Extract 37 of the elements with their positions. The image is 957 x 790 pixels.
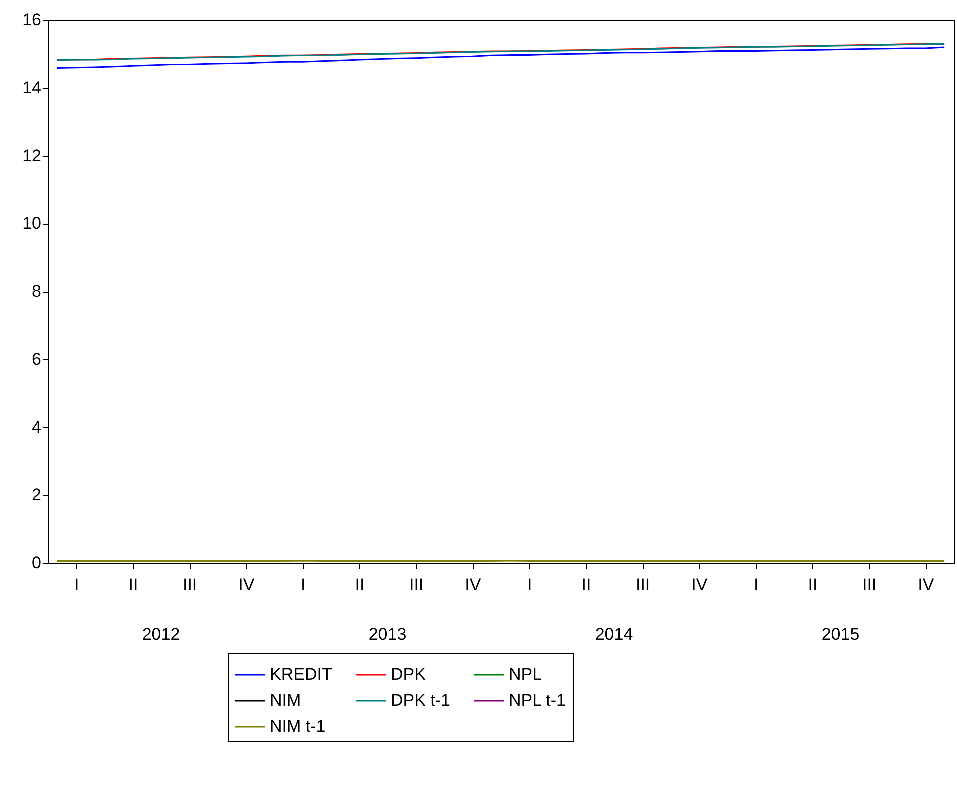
x-tick-label: II	[582, 576, 592, 594]
text: 2013	[368, 625, 407, 644]
x-tick-label: III	[636, 576, 650, 594]
legend-label: KREDIT	[270, 665, 332, 684]
text: 2014	[595, 625, 634, 644]
x-tick-label: I	[754, 576, 759, 594]
x-tick-label: I	[300, 576, 306, 594]
x-tick-label: I	[74, 576, 80, 594]
legend-label: NPL t-1	[509, 691, 566, 710]
x-tick-label: III	[182, 576, 198, 594]
legend-label: NIM t-1	[270, 717, 326, 736]
x-tick-label: IV	[692, 576, 708, 594]
x-tick-label: II	[355, 576, 365, 594]
x-tick-label: IV	[465, 576, 482, 594]
x-tick-label: II	[808, 576, 818, 594]
line-series	[56, 46, 946, 69]
y-tick-label: 14	[22, 78, 42, 98]
y-tick-label: 2	[32, 486, 42, 505]
legend-label: DPK	[391, 665, 427, 684]
x-tick-label: I	[527, 576, 532, 594]
legend-label: NIM	[270, 691, 302, 710]
x-tick-label: IV	[238, 576, 256, 594]
y-tick-label: 8	[32, 282, 42, 301]
y-tick-label: 4	[32, 418, 42, 437]
legend-label: NPL	[509, 665, 542, 684]
y-tick-label: 10	[22, 214, 42, 234]
text: 2015	[822, 625, 860, 644]
y-tick-label: 6	[32, 350, 42, 369]
y-tick-label: 16	[22, 10, 42, 30]
y-tick-label: 0	[32, 554, 42, 572]
x-tick-label: III	[409, 576, 424, 594]
x-tick-label: II	[128, 576, 138, 594]
y-tick-label: 12	[22, 146, 42, 166]
text: 2012	[142, 625, 180, 644]
legend-label: DPK t-1	[391, 691, 451, 710]
x-tick-label: IV	[918, 576, 935, 594]
x-tick-label: III	[862, 576, 877, 594]
